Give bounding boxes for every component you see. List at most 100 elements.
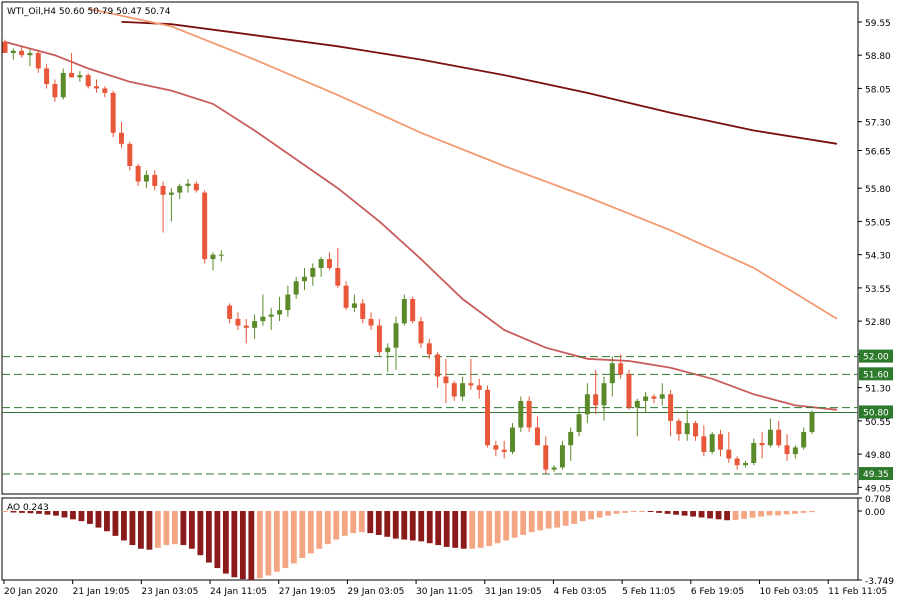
- candle-body: [801, 431, 807, 448]
- candle-body: [318, 259, 324, 268]
- ao-bar: [256, 511, 263, 579]
- ao-bar: [435, 511, 442, 546]
- ao-bar: [95, 511, 102, 528]
- ao-bar: [639, 511, 646, 513]
- candle-body: [526, 400, 532, 428]
- candle-body: [759, 443, 765, 446]
- candle-body: [643, 396, 649, 401]
- candle-body: [509, 427, 515, 452]
- ao-bar: [707, 511, 713, 519]
- ao-bar: [758, 511, 764, 517]
- candle-body: [443, 376, 449, 384]
- ao-bar: [19, 511, 25, 513]
- candle-body: [210, 254, 216, 260]
- x-tick-label: 31 Jan 19:05: [485, 587, 542, 597]
- x-tick-label: 29 Jan 03:05: [347, 587, 404, 597]
- y-tick-label: 54.30: [865, 252, 891, 262]
- ao-bar: [596, 511, 603, 518]
- ao-bar: [316, 511, 323, 549]
- candle-body: [418, 321, 424, 344]
- candle-body: [343, 285, 349, 308]
- ao-bar: [732, 511, 739, 520]
- ao-bar: [503, 511, 510, 541]
- candle-body: [476, 385, 482, 390]
- candle-body: [543, 445, 549, 470]
- ao-bar: [690, 511, 696, 517]
- x-tick-label: 24 Jan 11:05: [210, 587, 267, 597]
- candle-body: [368, 318, 374, 326]
- candle-body: [410, 298, 416, 322]
- ao-bar: [494, 511, 501, 544]
- ao-bar: [350, 511, 357, 534]
- price-level-label-bg: [859, 367, 893, 381]
- ao-bar: [222, 511, 229, 574]
- ao-bar: [290, 511, 297, 564]
- ao-bar: [205, 511, 212, 563]
- candle-body: [152, 174, 158, 186]
- ao-bar: [545, 511, 552, 529]
- ao-bar: [647, 511, 654, 513]
- y-tick-label: 56.65: [865, 147, 891, 157]
- candle-body: [277, 310, 283, 315]
- candle-body: [143, 174, 149, 182]
- candle-body: [135, 166, 141, 182]
- moving-average-line: [121, 21, 838, 145]
- candle-body: [742, 462, 748, 466]
- ao-bar: [673, 511, 679, 515]
- candle-body: [35, 52, 41, 69]
- ao-bar: [104, 511, 110, 532]
- ao-bar: [163, 511, 170, 546]
- ao-bar: [664, 511, 671, 514]
- candle-body: [252, 321, 258, 328]
- ao-bar: [809, 511, 815, 513]
- candle-body: [601, 383, 607, 406]
- ao-bar: [783, 511, 790, 515]
- candle-body: [118, 132, 124, 144]
- indicator-title: AO 0.243: [7, 503, 49, 513]
- candle-body: [335, 267, 341, 286]
- candle-body: [185, 183, 191, 186]
- ao-bar: [188, 511, 195, 549]
- ao-bar: [53, 511, 59, 516]
- ao-bar: [367, 511, 374, 534]
- candle-body: [551, 467, 557, 470]
- ao-bar: [265, 511, 272, 576]
- ao-bar: [231, 511, 238, 578]
- candle-body: [27, 52, 33, 56]
- ao-bar: [87, 511, 93, 524]
- ao-bar: [2, 511, 8, 513]
- candle-body: [568, 431, 574, 446]
- candle-body: [451, 383, 457, 397]
- candle-body: [401, 298, 407, 324]
- ao-bar: [800, 511, 807, 513]
- indicator-panel-frame: [1, 497, 859, 581]
- ao-bar: [401, 511, 408, 540]
- ao-bar: [78, 511, 85, 522]
- ao-bar: [792, 511, 798, 514]
- candle-body: [534, 427, 540, 446]
- ao-bar: [681, 511, 688, 516]
- ao-bar: [477, 511, 484, 548]
- candle-body: [426, 343, 432, 355]
- candle-body: [726, 449, 732, 459]
- price-level-label: 49.35: [863, 470, 889, 480]
- candle-body: [792, 447, 798, 455]
- ao-bar: [44, 511, 51, 515]
- candle-body: [227, 305, 233, 319]
- candle-body: [110, 92, 116, 133]
- indicator-tick-label: -3.749: [865, 577, 894, 587]
- ao-bar: [358, 511, 365, 533]
- ao-bar: [409, 511, 416, 541]
- candle-body: [767, 429, 773, 446]
- x-tick-label: 5 Feb 11:05: [622, 587, 675, 597]
- candle-body: [302, 276, 308, 282]
- candle-body: [326, 259, 332, 268]
- candle-body: [85, 75, 91, 87]
- y-tick-label: 53.55: [865, 285, 891, 295]
- ao-bar: [197, 511, 204, 556]
- candle-body: [659, 394, 665, 399]
- ao-bar: [36, 511, 42, 514]
- ao-bar: [324, 511, 331, 545]
